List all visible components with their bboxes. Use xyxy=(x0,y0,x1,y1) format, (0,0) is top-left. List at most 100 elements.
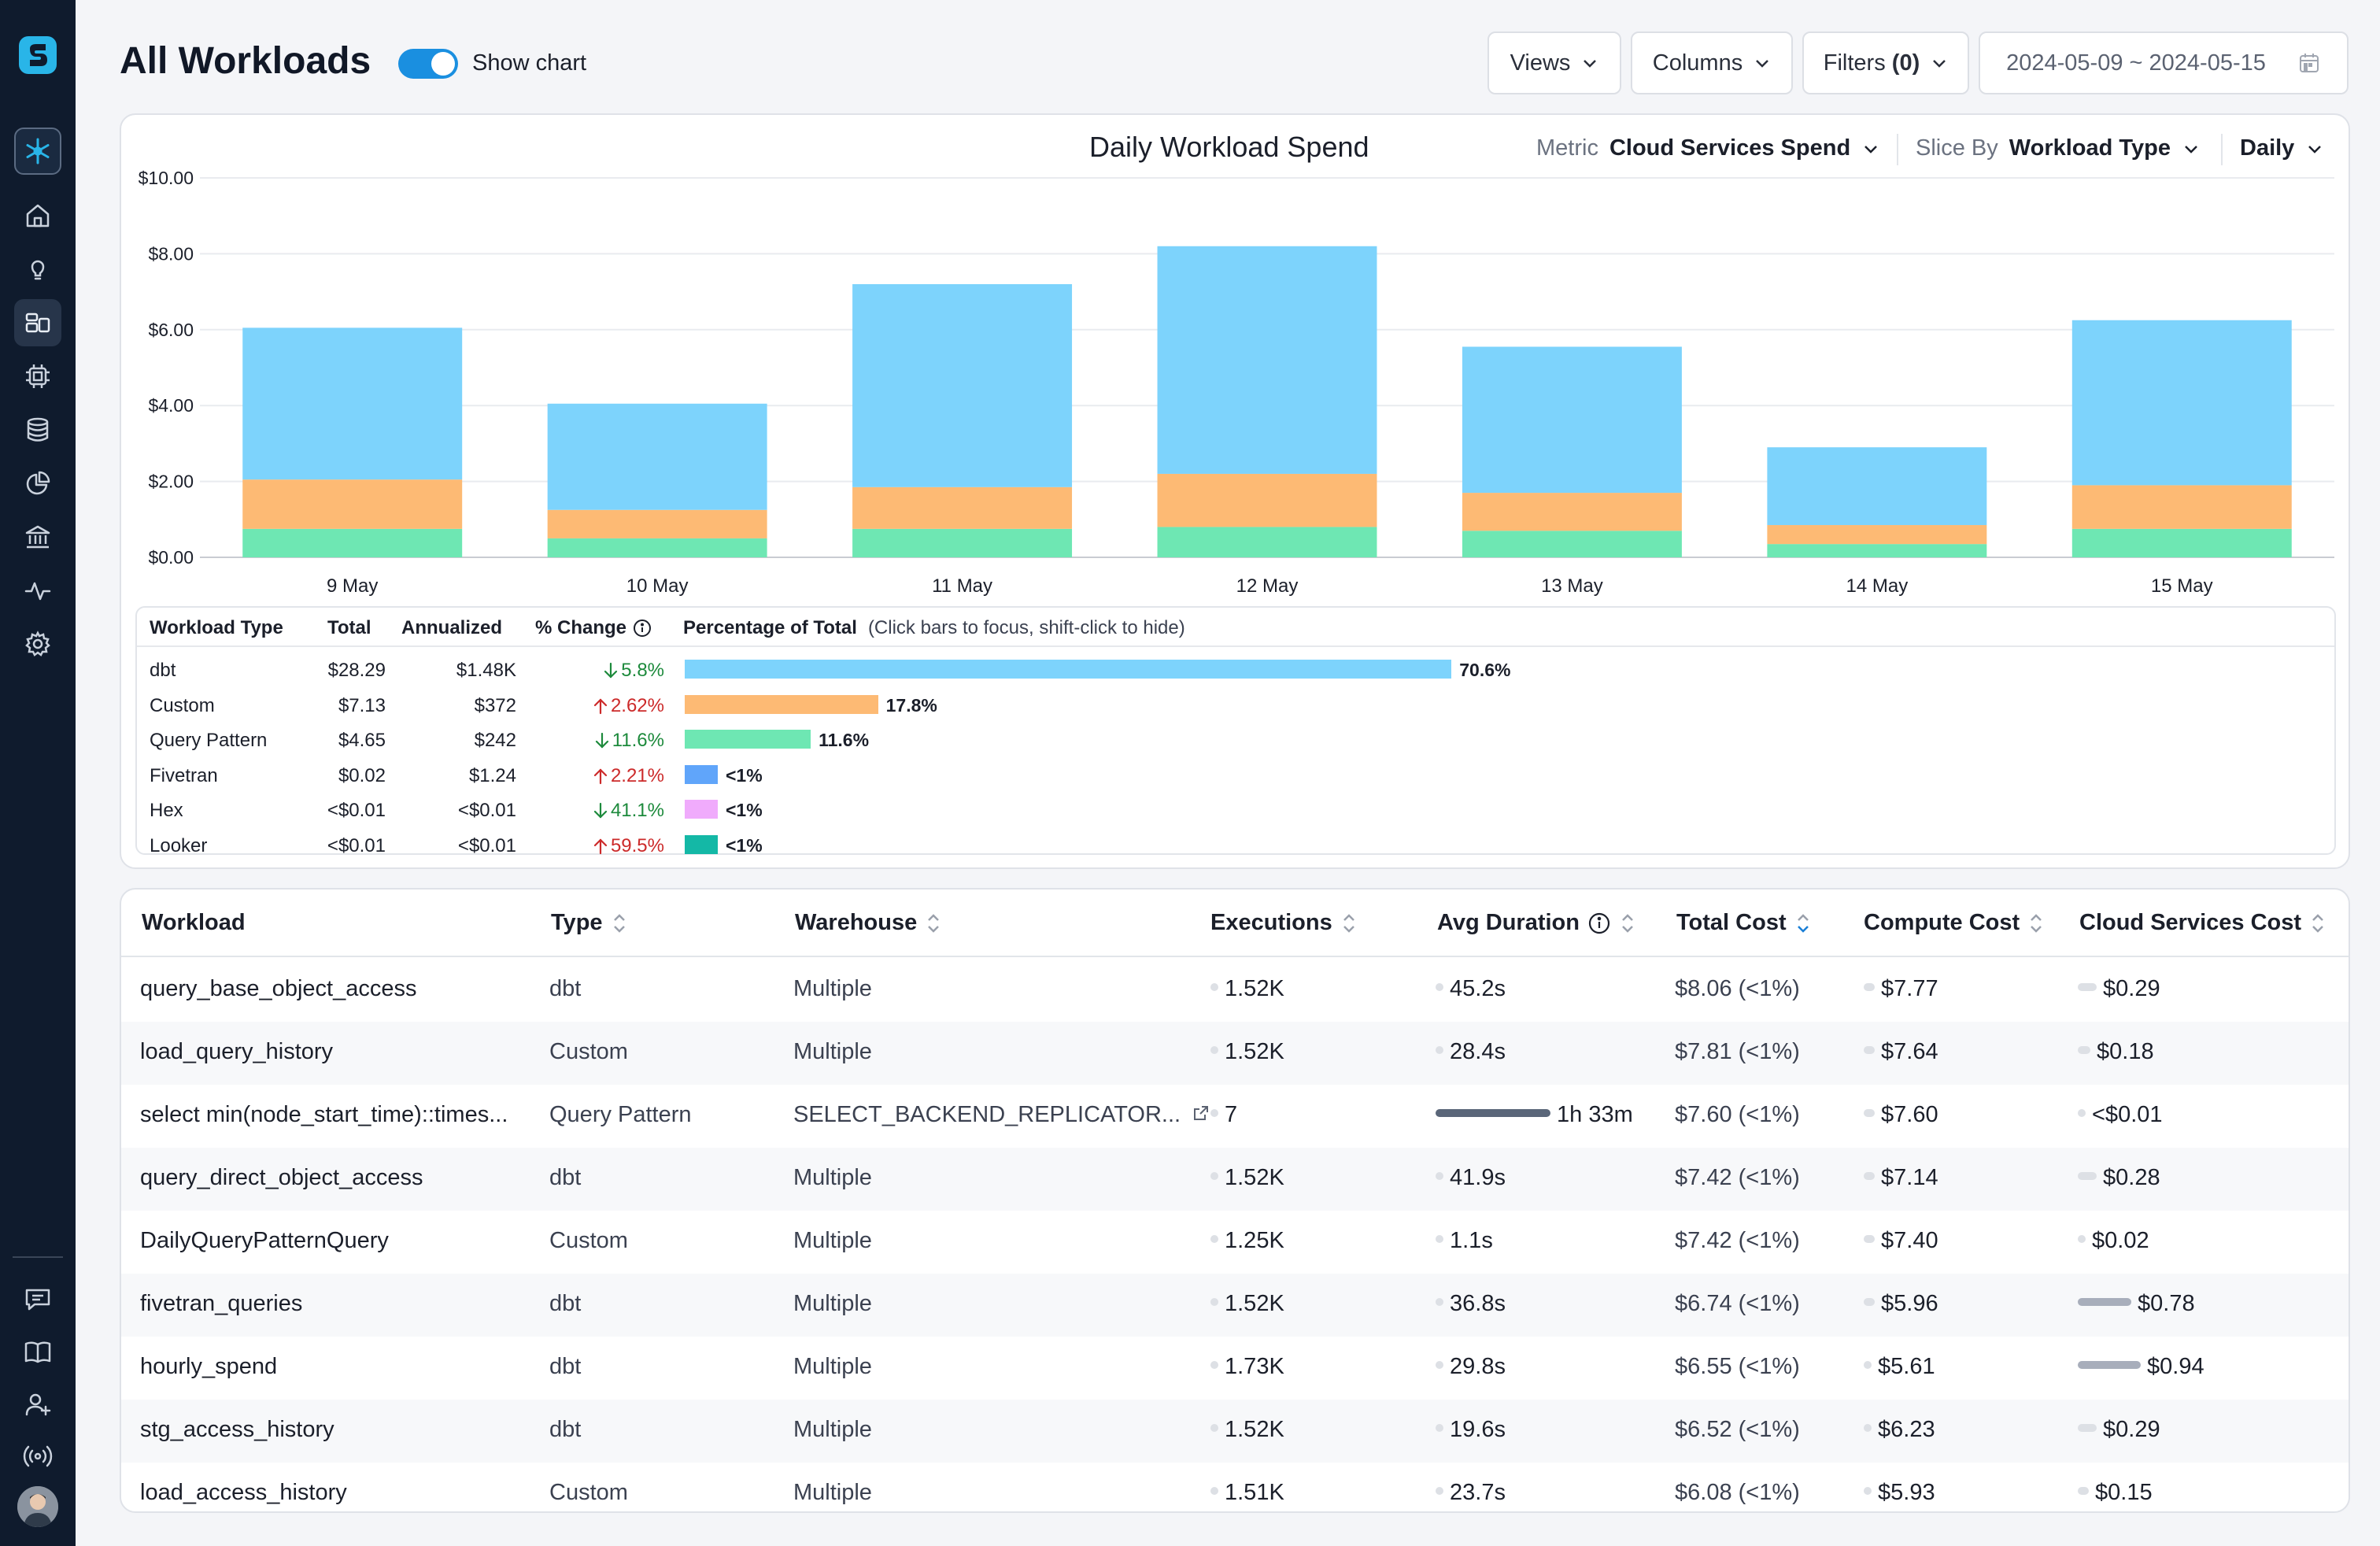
toggle-knob xyxy=(431,52,455,76)
legend-percentage-bar[interactable] xyxy=(685,764,718,784)
snowflake-nav-icon[interactable] xyxy=(14,128,61,175)
bar-segment-query-pattern[interactable] xyxy=(1767,544,1987,557)
bar-segment-custom[interactable] xyxy=(852,486,1073,529)
database-icon[interactable] xyxy=(14,406,61,453)
workload-name[interactable]: DailyQueryPatternQuery xyxy=(140,1228,389,1253)
activity-icon[interactable] xyxy=(14,567,61,614)
legend-header-percentage-label: Percentage of Total xyxy=(683,617,857,638)
legend-row[interactable]: Looker <$0.01 <$0.01 59.5% <1% xyxy=(137,829,2334,864)
legend-row[interactable]: Query Pattern $4.65 $242 11.6% 11.6% xyxy=(137,723,2334,758)
legend-change-value: 2.21% xyxy=(610,764,664,786)
granularity-select[interactable]: Daily xyxy=(2240,135,2324,161)
bar-segment-dbt[interactable] xyxy=(1767,447,1987,526)
app-logo[interactable] xyxy=(17,35,58,76)
date-range-value: 2024-05-09 ~ 2024-05-15 xyxy=(2006,50,2266,76)
table-row[interactable]: load_access_history Custom Multiple 1.51K 23… xyxy=(121,1463,2349,1511)
bank-icon[interactable] xyxy=(14,513,61,560)
columns-button[interactable]: Columns xyxy=(1631,31,1793,94)
table-row[interactable]: fivetran_queries dbt Multiple 1.52K 36.8s $6.… xyxy=(121,1274,2349,1337)
workload-name[interactable]: select min(node_start_time)::times... xyxy=(140,1102,508,1127)
bar-segment-dbt[interactable] xyxy=(242,327,463,480)
metric-select[interactable]: Metric Cloud Services Spend xyxy=(1536,135,1880,161)
table-row[interactable]: DailyQueryPatternQuery Custom Multiple 1.25… xyxy=(121,1211,2349,1274)
table-row[interactable]: select min(node_start_time)::times... Que… xyxy=(121,1085,2349,1148)
bar-segment-query-pattern[interactable] xyxy=(242,528,463,557)
chart-title: Daily Workload Spend xyxy=(1089,131,1369,163)
bar-segment-query-pattern[interactable] xyxy=(1462,531,1682,557)
bar-segment-dbt[interactable] xyxy=(2071,320,2292,486)
slice-by-value: Workload Type xyxy=(2009,135,2171,161)
date-range-picker[interactable]: 2024-05-09 ~ 2024-05-15 xyxy=(1979,31,2349,94)
legend-row[interactable]: dbt $28.29 $1.48K 5.8% 70.6% xyxy=(137,653,2334,688)
broadcast-icon[interactable] xyxy=(14,1433,61,1480)
legend-row[interactable]: Hex <$0.01 <$0.01 41.1% <1% xyxy=(137,793,2334,828)
workload-name[interactable]: load_access_history xyxy=(140,1480,347,1505)
bar-segment-dbt[interactable] xyxy=(852,283,1073,487)
bar-segment-custom[interactable] xyxy=(242,479,463,529)
bar-segment-dbt[interactable] xyxy=(1157,246,1377,474)
info-icon[interactable] xyxy=(633,619,652,638)
bar-segment-dbt[interactable] xyxy=(1462,346,1682,494)
bar-segment-custom[interactable] xyxy=(1157,473,1377,527)
show-chart-toggle[interactable] xyxy=(398,49,458,79)
settings-icon[interactable] xyxy=(14,620,61,668)
workload-name[interactable]: hourly_spend xyxy=(140,1354,278,1379)
bar-segment-custom[interactable] xyxy=(2071,485,2292,529)
legend-percentage-bar[interactable] xyxy=(685,694,878,714)
legend-row[interactable]: Custom $7.13 $372 2.62% 17.8% xyxy=(137,689,2334,723)
column-header-avg-duration[interactable]: Avg Duration xyxy=(1437,910,1636,936)
table-row[interactable]: hourly_spend dbt Multiple 1.73K 29.8s $6.55 (… xyxy=(121,1337,2349,1400)
legend-percentage-bar[interactable] xyxy=(685,800,718,819)
bar-segment-query-pattern[interactable] xyxy=(852,528,1073,557)
chat-icon[interactable] xyxy=(14,1275,61,1322)
lightbulb-icon[interactable] xyxy=(14,246,61,293)
bar-segment-query-pattern[interactable] xyxy=(2071,528,2292,557)
cpu-icon[interactable] xyxy=(14,353,61,400)
column-header-executions[interactable]: Executions xyxy=(1210,910,1358,936)
column-header-cloud-services-cost[interactable]: Cloud Services Cost xyxy=(2079,910,2326,936)
column-header-type[interactable]: Type xyxy=(551,910,628,936)
compute-cost-cell: $7.64 xyxy=(1864,1039,1938,1065)
table-row[interactable]: load_query_history Custom Multiple 1.52K 28.… xyxy=(121,1022,2349,1085)
slice-by-select[interactable]: Slice By Workload Type xyxy=(1916,135,2201,161)
legend-percentage-bar[interactable] xyxy=(685,834,718,854)
views-button[interactable]: Views xyxy=(1488,31,1621,94)
total-cost-value: $7.81 (<1%) xyxy=(1675,1039,1800,1064)
column-header-workload[interactable]: Workload xyxy=(142,910,246,936)
legend-row[interactable]: Fivetran $0.02 $1.24 2.21% <1% xyxy=(137,759,2334,793)
workload-warehouse: Multiple xyxy=(793,1039,872,1065)
legend-percentage-bar[interactable] xyxy=(685,730,811,749)
column-header-compute-cost[interactable]: Compute Cost xyxy=(1864,910,2045,936)
workload-name[interactable]: query_base_object_access xyxy=(140,976,417,1001)
workload-name[interactable]: fivetran_queries xyxy=(140,1291,303,1316)
column-header-total-cost[interactable]: Total Cost xyxy=(1676,910,1812,936)
column-header-type-label: Type xyxy=(551,910,603,935)
external-link-icon[interactable] xyxy=(1192,1104,1210,1123)
info-icon[interactable] xyxy=(1587,912,1611,935)
bar-segment-custom[interactable] xyxy=(1767,525,1987,545)
bar-segment-dbt[interactable] xyxy=(547,403,767,510)
book-icon[interactable] xyxy=(14,1329,61,1376)
bar-segment-query-pattern[interactable] xyxy=(547,538,767,557)
workload-name[interactable]: stg_access_history xyxy=(140,1417,334,1442)
table-row[interactable]: stg_access_history dbt Multiple 1.52K 19.6s $… xyxy=(121,1400,2349,1463)
workloads-icon[interactable] xyxy=(14,299,61,346)
workload-name[interactable]: load_query_history xyxy=(140,1039,334,1064)
bar-segment-custom[interactable] xyxy=(1462,493,1682,531)
bar-segment-custom[interactable] xyxy=(547,509,767,538)
table-row[interactable]: query_base_object_access dbt Multiple 1.52K… xyxy=(121,959,2349,1022)
legend-percentage-bar[interactable] xyxy=(685,660,1452,679)
user-avatar[interactable] xyxy=(17,1486,58,1527)
add-user-icon[interactable] xyxy=(14,1381,61,1428)
filters-button[interactable]: Filters (0) xyxy=(1802,31,1969,94)
chevron-down-icon xyxy=(2185,145,2197,153)
workload-name[interactable]: query_direct_object_access xyxy=(140,1165,423,1190)
executions-value: 1.52K xyxy=(1225,976,1284,1001)
legend-header-change: % Change xyxy=(535,617,652,639)
table-row[interactable]: query_direct_object_access dbt Multiple 1.5… xyxy=(121,1148,2349,1211)
pie-chart-icon[interactable] xyxy=(14,460,61,507)
home-icon[interactable] xyxy=(14,192,61,239)
bar-segment-query-pattern[interactable] xyxy=(1157,527,1377,557)
cloud-cost-cell: $0.28 xyxy=(2078,1165,2160,1191)
column-header-warehouse[interactable]: Warehouse xyxy=(795,910,942,936)
